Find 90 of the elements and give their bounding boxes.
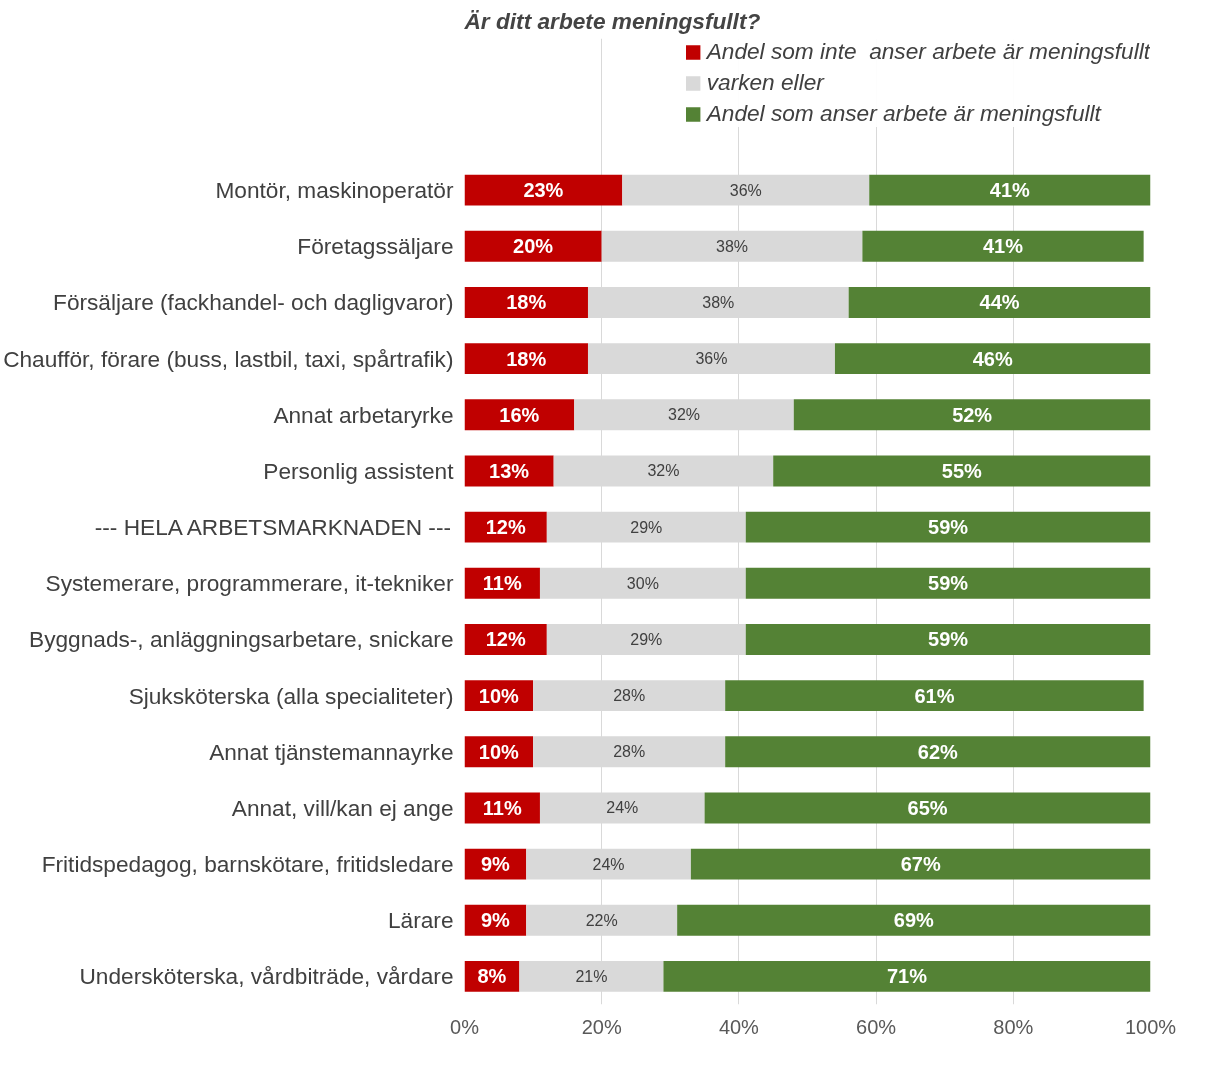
y-tick-label: --- HELA ARBETSMARKNADEN --- [94, 514, 451, 541]
data-label: 59% [928, 628, 969, 651]
bar [690, 848, 1151, 880]
data-label: 12% [485, 628, 526, 651]
bar [793, 399, 1151, 431]
y-tick-label: Byggnads-, anläggningsarbetare, snickare [29, 626, 454, 653]
data-label: 32% [668, 406, 701, 424]
data-label: 22% [585, 911, 618, 929]
data-label: 71% [886, 965, 928, 988]
legend-label: varken eller [706, 69, 824, 96]
y-tick-label: Personlig assistent [263, 457, 455, 484]
data-label: 21% [575, 967, 608, 985]
data-label: 46% [972, 347, 1013, 370]
bar [862, 230, 1144, 262]
data-label: 10% [478, 684, 520, 707]
y-tick-label: Annat, vill/kan ej ange [231, 794, 454, 821]
bar [464, 174, 623, 206]
x-tick-label: 80% [993, 1015, 1034, 1038]
data-label: 41% [989, 179, 1031, 202]
data-label: 59% [928, 516, 969, 539]
data-label: 52% [952, 403, 993, 426]
x-tick-label: 40% [718, 1015, 760, 1038]
data-label: 23% [523, 179, 564, 202]
bar [745, 624, 1151, 655]
data-label: 62% [917, 740, 959, 763]
data-label: 13% [489, 459, 530, 482]
data-label: 44% [979, 291, 1020, 314]
bar [834, 343, 1151, 375]
y-tick-label: Lärare [388, 907, 454, 934]
y-tick-label: Sjuksköterska (alla specialiteter) [128, 682, 454, 709]
data-label: 32% [647, 462, 680, 480]
data-label: 29% [630, 630, 663, 648]
y-tick-label: Undersköterska, vårdbiträde, vårdare [79, 963, 454, 990]
data-label: 38% [716, 237, 749, 255]
data-label: 18% [506, 347, 547, 370]
bar [848, 287, 1151, 318]
bar [677, 904, 1151, 936]
bar [464, 230, 602, 262]
x-tick-label: 60% [856, 1015, 897, 1038]
bar [622, 174, 870, 206]
data-label: 10% [478, 740, 520, 763]
y-tick-label: Annat tjänstemannayrke [209, 738, 454, 765]
bar [725, 680, 1144, 712]
data-label: 61% [914, 684, 955, 707]
data-label: 9% [480, 853, 511, 876]
y-tick-label: Systemerare, programmerare, it-tekniker [45, 570, 454, 597]
x-tick-label: 20% [581, 1015, 622, 1038]
data-label: 9% [480, 909, 511, 932]
data-label: 20% [513, 235, 554, 258]
bar [464, 343, 588, 375]
bar [725, 736, 1151, 768]
data-label: 24% [606, 799, 639, 817]
data-label: 29% [630, 518, 663, 536]
legend-label: Andel som anser arbete är meningsfullt [706, 100, 1101, 127]
data-label: 28% [613, 687, 646, 705]
y-tick-label: Fritidspedagog, barnskötare, fritidsledare [41, 851, 454, 878]
data-label: 41% [983, 235, 1024, 258]
data-label: 18% [506, 291, 547, 314]
data-label: 65% [907, 796, 948, 819]
data-label: 11% [482, 796, 522, 819]
data-label: 67% [900, 853, 941, 876]
data-label: 38% [702, 293, 735, 311]
data-label: 55% [941, 459, 983, 482]
bar [745, 511, 1151, 543]
y-tick-label: Chaufför, förare (buss, lastbil, taxi, spårtrafik) [3, 345, 454, 372]
bar [869, 174, 1151, 206]
data-label: 30% [626, 574, 659, 592]
bar [745, 567, 1151, 599]
x-tick-label: 100% [1124, 1015, 1177, 1038]
y-tick-label: Montör, maskinoperatör [215, 177, 454, 204]
data-label: 16% [499, 403, 540, 426]
y-tick-label: Företagssäljare [297, 233, 454, 260]
data-label: 59% [928, 572, 969, 595]
chart-title: Är ditt arbete meningsfullt? [463, 7, 761, 34]
data-label: 24% [592, 855, 625, 873]
data-label: 69% [893, 909, 935, 932]
data-label: 36% [695, 350, 728, 368]
y-tick-label: Annat arbetaryrke [273, 401, 454, 428]
bar [773, 455, 1151, 487]
data-label: 12% [485, 516, 526, 539]
bar [464, 287, 588, 318]
legend-label: Andel som inte anser arbete är meningsfullt [706, 38, 1150, 65]
data-label: 11% [482, 572, 522, 595]
data-label: 28% [613, 743, 646, 761]
y-tick-label: Försäljare (fackhandel- och dagligvaror) [53, 289, 454, 316]
x-tick-label: 0% [450, 1015, 480, 1038]
data-label: 36% [729, 181, 762, 199]
data-label: 8% [477, 965, 507, 988]
bar [663, 960, 1151, 992]
bar [704, 792, 1151, 824]
